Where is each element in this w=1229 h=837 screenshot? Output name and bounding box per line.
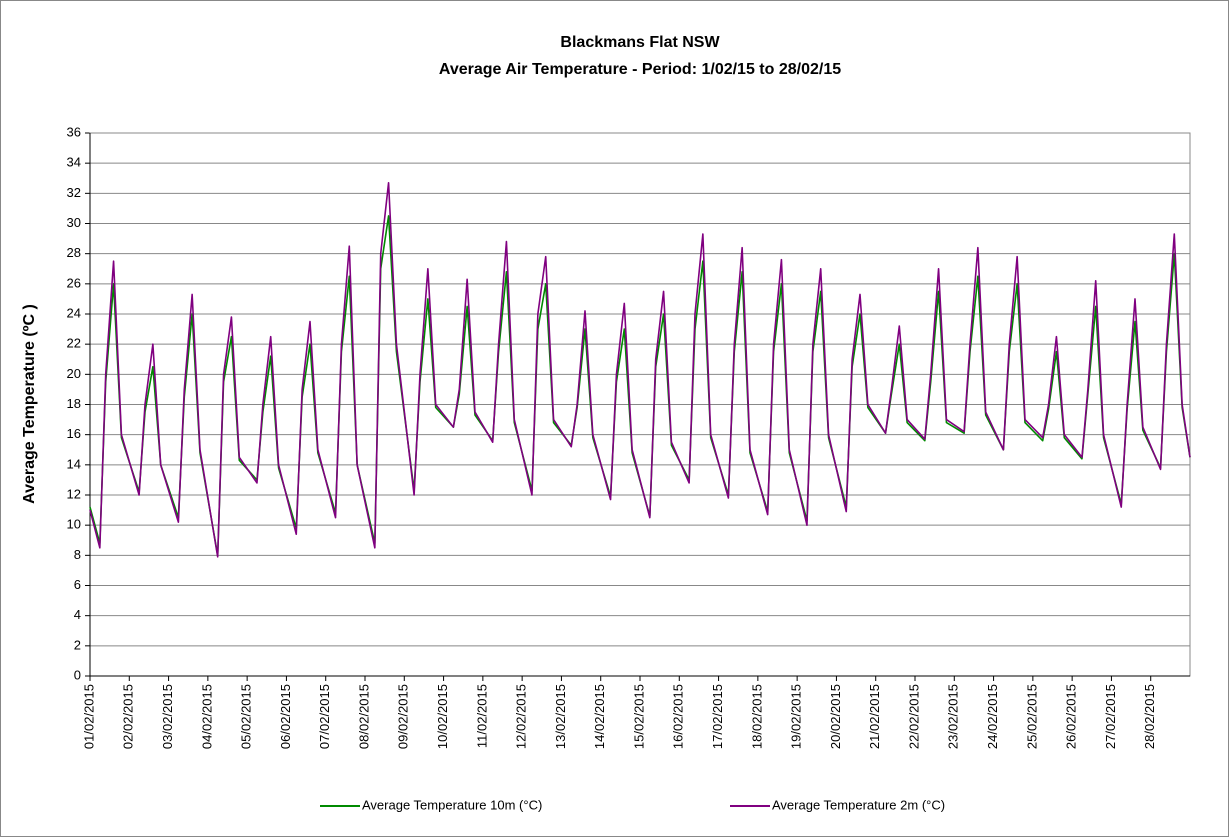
x-tick-label: 05/02/2015: [239, 684, 254, 749]
y-tick-label: 24: [67, 305, 81, 320]
y-tick-label: 28: [67, 245, 81, 260]
x-tick-label: 23/02/2015: [946, 684, 961, 749]
y-tick-label: 18: [67, 396, 81, 411]
x-tick-label: 07/02/2015: [317, 684, 332, 749]
y-tick-label: 4: [74, 607, 81, 622]
x-tick-label: 10/02/2015: [435, 684, 450, 749]
x-tick-label: 06/02/2015: [278, 684, 293, 749]
chart-subtitle: Average Air Temperature - Period: 1/02/1…: [439, 61, 841, 78]
series-line: [89, 181, 1191, 558]
x-tick-label: 28/02/2015: [1142, 684, 1157, 749]
x-tick-label: 26/02/2015: [1064, 684, 1079, 749]
x-tick-label: 24/02/2015: [985, 684, 1000, 749]
x-tick-label: 01/02/2015: [81, 684, 96, 749]
y-tick-label: 30: [67, 215, 81, 230]
x-tick-label: 04/02/2015: [199, 684, 214, 749]
y-tick-label: 26: [67, 275, 81, 290]
x-tick-label: 16/02/2015: [671, 684, 686, 749]
y-axis-label: Average Temperature (ºC ): [21, 304, 38, 504]
x-tick-label: 20/02/2015: [828, 684, 843, 749]
x-tick-label: 22/02/2015: [906, 684, 921, 749]
x-tick-label: 13/02/2015: [553, 684, 568, 749]
y-tick-label: 36: [67, 124, 81, 139]
x-tick-label: 11/02/2015: [474, 684, 489, 748]
y-tick-label: 10: [67, 517, 81, 532]
y-tick-label: 14: [67, 456, 81, 471]
x-tick-label: 25/02/2015: [1024, 684, 1039, 749]
y-tick-label: 12: [67, 486, 81, 501]
x-tick-label: 03/02/2015: [160, 684, 175, 749]
x-tick-label: 18/02/2015: [749, 684, 764, 749]
y-tick-label: 0: [74, 667, 81, 682]
y-tick-label: 20: [67, 366, 81, 381]
x-tick-label: 21/02/2015: [867, 684, 882, 749]
y-tick-label: 32: [67, 185, 81, 200]
y-tick-label: 34: [67, 155, 81, 170]
x-tick-label: 02/02/2015: [121, 684, 136, 749]
legend-label: Average Temperature 2m (°C): [772, 797, 945, 812]
x-tick-label: 12/02/2015: [514, 684, 529, 749]
y-tick-label: 8: [74, 547, 81, 562]
chart-title: Blackmans Flat NSW: [560, 34, 720, 51]
x-tick-label: 27/02/2015: [1103, 684, 1118, 749]
y-tick-label: 2: [74, 637, 81, 652]
y-tick-label: 16: [67, 426, 81, 441]
legend-label: Average Temperature 10m (°C): [362, 797, 542, 812]
y-tick-label: 22: [67, 336, 81, 351]
y-tick-label: 6: [74, 577, 81, 592]
x-tick-label: 15/02/2015: [631, 684, 646, 749]
x-tick-label: 09/02/2015: [396, 684, 411, 749]
x-tick-label: 14/02/2015: [592, 684, 607, 749]
x-tick-label: 19/02/2015: [789, 684, 804, 749]
x-tick-label: 17/02/2015: [710, 684, 725, 749]
x-tick-label: 08/02/2015: [356, 684, 371, 749]
